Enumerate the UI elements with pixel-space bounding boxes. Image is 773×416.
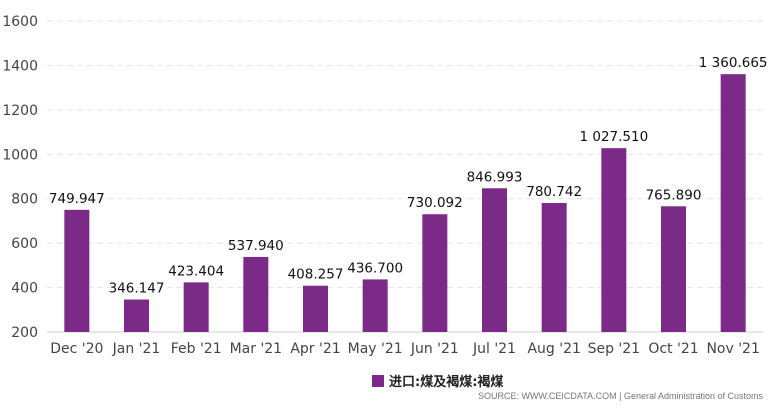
bar [64,209,90,332]
x-tick-label: Jan '21 [112,341,161,357]
y-tick-label: 1600 [2,14,38,30]
bar [541,202,567,332]
y-tick-label: 400 [11,281,38,297]
bar [482,188,507,332]
data-label: 1 027.510 [579,129,648,145]
bar [601,148,627,332]
data-label: 780.742 [526,184,582,200]
x-tick-label: May '21 [348,341,403,357]
x-tick-label: Mar '21 [230,341,283,357]
data-label: 765.890 [646,187,702,203]
y-tick-label: 1200 [2,103,38,119]
x-tick-label: Jun '21 [410,341,459,357]
y-tick-label: 600 [11,236,38,252]
x-tick-label: Sep '21 [588,341,641,357]
y-tick-label: 1000 [2,147,38,163]
x-tick-label: Aug '21 [527,341,580,357]
data-label: 730.092 [407,195,463,211]
legend[interactable]: 进口:煤及褐煤:褐煤 [372,371,503,390]
x-tick-label: Oct '21 [648,341,698,357]
bar [183,282,209,332]
bar [422,214,448,332]
legend-label: 进口:煤及褐煤:褐煤 [389,375,504,390]
x-tick-label: Apr '21 [290,341,340,357]
source-note: SOURCE: WWW.CEICDATA.COM | General Admin… [477,391,763,401]
bar [661,206,686,332]
x-tick-label: Feb '21 [171,341,222,357]
data-label: 436.700 [347,260,403,276]
data-label: 346.147 [109,281,165,297]
bar [362,279,388,332]
y-tick-label: 1400 [2,58,38,74]
data-label: 1 360.665 [699,55,768,71]
gridlines [47,20,763,333]
bar [303,285,328,332]
y-axis: 200 400 600 800 1000 1200 1400 1600 [2,14,38,341]
bar [124,299,149,332]
x-axis: Dec '20 Jan '21 Feb '21 Mar '21 Apr '21 May '… [50,341,760,357]
y-tick-label: 200 [11,325,38,341]
bar [720,74,746,332]
data-label: 749.947 [49,191,105,207]
y-tick-label: 800 [11,192,38,208]
x-tick-label: Dec '20 [50,341,103,357]
x-tick-label: Nov '21 [706,341,759,357]
bar [243,256,269,332]
legend-swatch [372,374,384,387]
data-label: 423.404 [168,263,224,279]
bars [64,74,746,332]
data-label: 846.993 [467,169,523,185]
data-label: 537.940 [228,238,284,254]
data-label: 408.257 [288,267,344,283]
x-tick-label: Jul '21 [472,341,516,357]
